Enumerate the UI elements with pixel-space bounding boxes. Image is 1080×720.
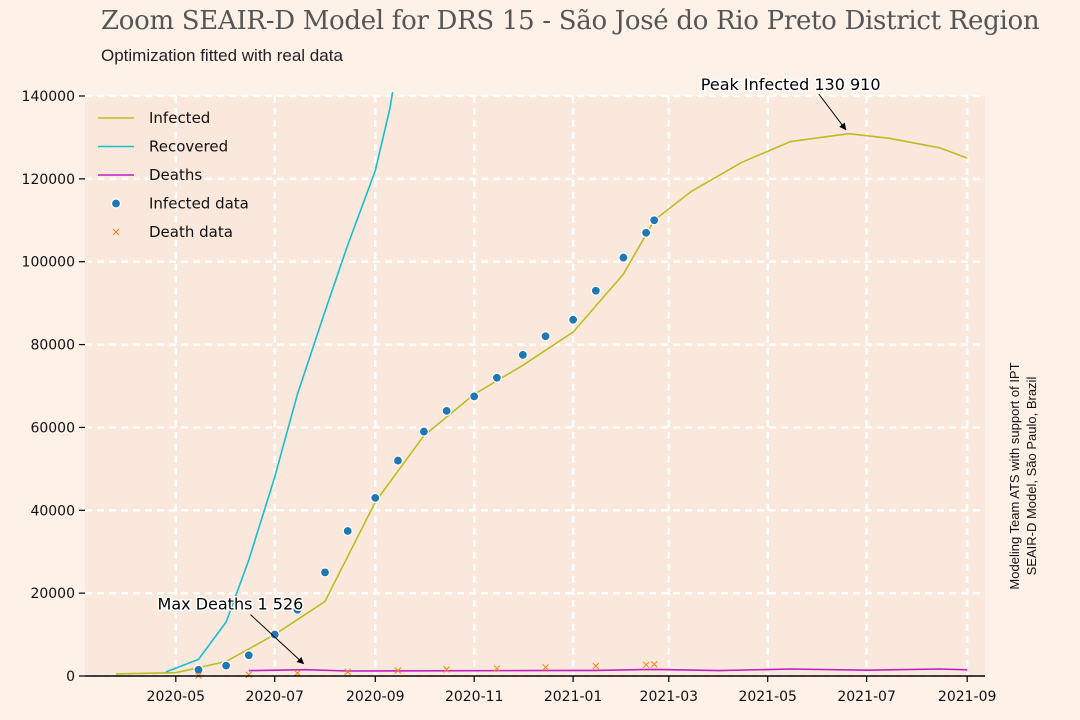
infected-data-point [292, 604, 303, 615]
y-tick-label: 100000 [22, 255, 75, 271]
infected-data-point [418, 426, 430, 437]
legend-label-deaths: Deaths [149, 166, 202, 184]
infected-data-point [640, 227, 652, 238]
side-note-line: Modeling Team ATS with support of IPT [1007, 362, 1022, 589]
series-line-recovered [165, 92, 394, 673]
legend-label-death-data: Death data [149, 223, 233, 241]
annotations: Peak Infected 130 910 Max Deaths 1 526 [156, 74, 882, 665]
infected-data-point [269, 629, 280, 640]
infected-data-point [392, 455, 404, 466]
legend-label-recovered: Recovered [149, 138, 228, 156]
chart-title: Zoom SEAIR-D Model for DRS 15 - São José… [101, 6, 1040, 36]
y-tick-label: 0 [66, 669, 75, 685]
x-tick-label: 2020-05 [147, 689, 206, 705]
death-data-point [245, 671, 253, 679]
max-deaths-annotation: Max Deaths 1 526 [158, 595, 304, 614]
max-deaths-arrow [250, 614, 305, 665]
series-layer [115, 92, 968, 679]
infected-data-point [618, 252, 629, 263]
infected-data-point [517, 349, 528, 361]
infected-data-point [370, 492, 381, 503]
peak-annotation: Peak Infected 130 910 [701, 75, 881, 94]
infected-data-point [243, 650, 254, 661]
plot-area [85, 96, 985, 676]
infected-data-point [590, 285, 601, 296]
side-note-line: SEAIR-D Model, São Paulo, Brazil [1024, 377, 1039, 576]
infected-data-point [319, 567, 331, 578]
legend: Infected Recovered Deaths Infected data Deat… [98, 109, 249, 241]
death-data-point [592, 662, 600, 670]
infected-data-point [568, 314, 579, 325]
x-tick-label: 2020-11 [445, 689, 504, 705]
x-tick-label: 2020-09 [346, 689, 405, 705]
infected-data-point [342, 525, 353, 537]
legend-label-infected-data: Infected data [149, 195, 249, 213]
legend-swatch-death-data [112, 228, 120, 236]
infected-data-point [469, 391, 480, 402]
infected-data-point [193, 664, 204, 675]
death-data-point [650, 661, 658, 668]
series-line-deaths [248, 668, 968, 672]
legend-label-infected: Infected [149, 109, 210, 127]
infected-data-point [649, 215, 660, 226]
x-tick-label: 2021-03 [640, 689, 699, 705]
death-data-point [642, 661, 650, 669]
death-data-point [294, 669, 301, 677]
infected-data-point [220, 660, 232, 671]
x-tick-label: 2020-07 [245, 689, 304, 705]
death-data-point [542, 663, 549, 671]
infected-data-point [491, 372, 502, 383]
death-data-point [443, 666, 450, 673]
y-tick-label: 120000 [22, 172, 75, 188]
side-note: Modeling Team ATS with support of IPT SEA… [1007, 362, 1039, 589]
peak-arrow [818, 93, 847, 131]
axes: 2020-05 2020-07 2020-09 2020-11 2021-01 2021-… [22, 89, 997, 705]
legend-swatch-infected-data [110, 198, 122, 209]
y-tick-label: 40000 [30, 503, 75, 519]
infected-data-point [540, 331, 551, 342]
infected-data-point [441, 405, 452, 416]
x-tick-label: 2021-09 [938, 689, 997, 705]
y-tick-label: 60000 [30, 420, 75, 436]
chart-subtitle: Optimization fitted with real data [101, 46, 343, 65]
death-data-point [493, 665, 501, 672]
y-tick-label: 80000 [30, 338, 75, 354]
x-tick-label: 2021-01 [544, 689, 603, 705]
x-tick-label: 2021-05 [738, 689, 797, 705]
y-tick-label: 20000 [30, 586, 75, 602]
x-tick-label: 2021-07 [837, 689, 896, 705]
death-data-point [344, 668, 352, 676]
y-tick-label: 140000 [22, 89, 75, 105]
death-data-point [394, 667, 402, 674]
